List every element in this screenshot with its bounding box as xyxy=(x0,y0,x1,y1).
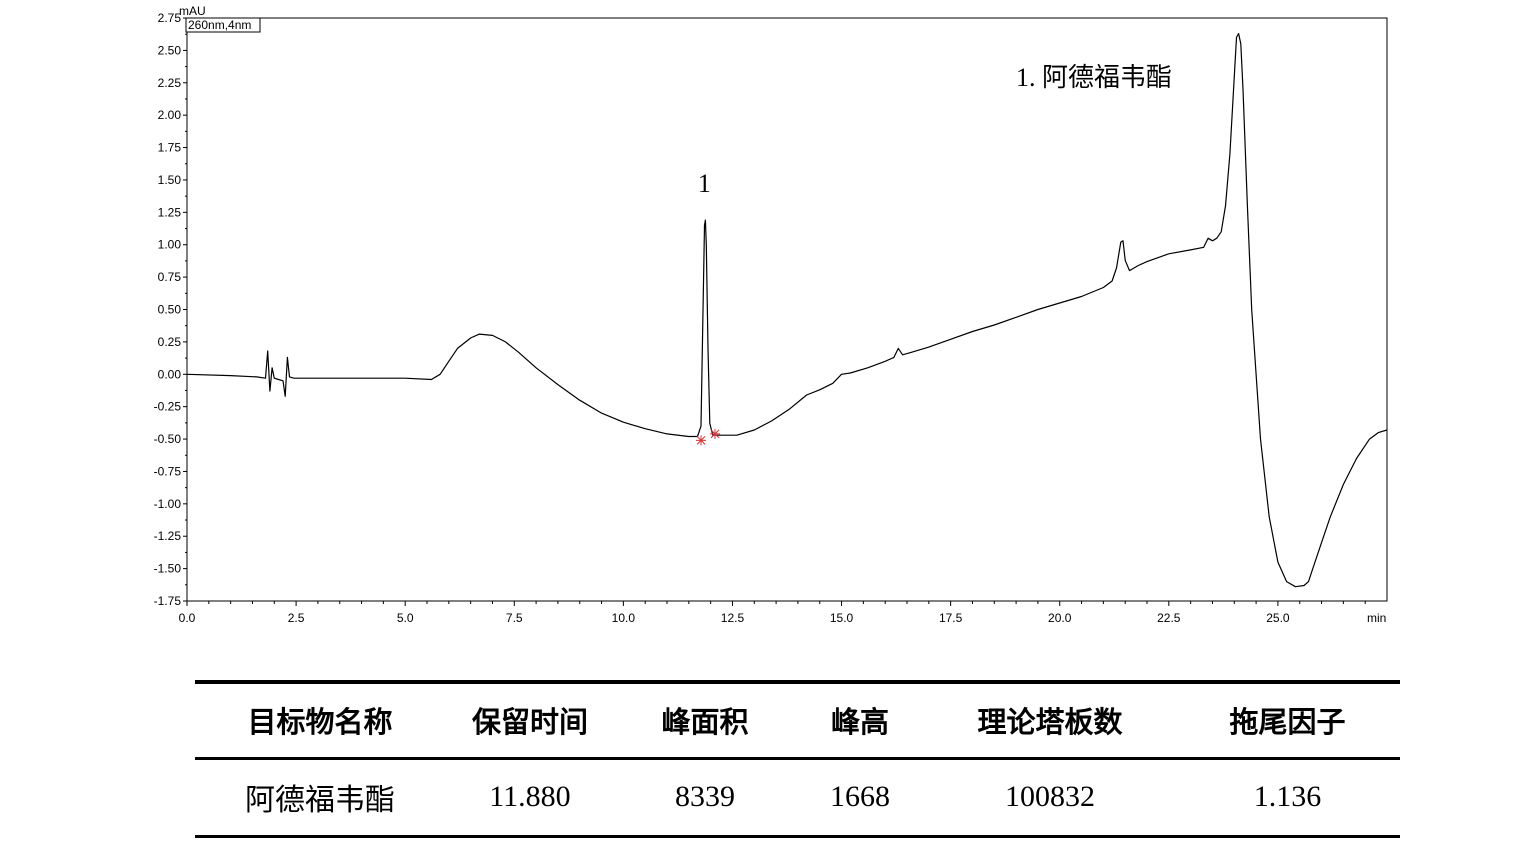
cell-peak-height: 1668 xyxy=(795,758,925,838)
y-tick-label: 2.50 xyxy=(158,43,182,57)
header-retention-time: 保留时间 xyxy=(445,680,615,760)
header-peak-area: 峰面积 xyxy=(615,680,795,760)
x-tick-label: 15.0 xyxy=(830,611,854,625)
y-axis: 2.75 2.50 2.25 2.00 1.75 1.50 1.25 1.00 0.75 0.50… xyxy=(154,11,187,608)
x-tick-label: 25.0 xyxy=(1266,611,1290,625)
results-table: 目标物名称 保留时间 峰面积 峰高 理论塔板数 拖尾因子 阿德福韦酯 11.88… xyxy=(195,680,1400,838)
x-tick-label: 22.5 xyxy=(1157,611,1181,625)
y-tick-label: -0.25 xyxy=(154,400,182,414)
y-tick-label: 2.75 xyxy=(158,11,182,25)
cell-peak-area: 8339 xyxy=(615,758,795,838)
chromatogram-trace xyxy=(186,32,1388,588)
x-tick-label: 5.0 xyxy=(397,611,414,625)
y-tick-label: 1.50 xyxy=(158,173,182,187)
y-tick-label: -0.50 xyxy=(154,432,182,446)
y-tick-label: 1.75 xyxy=(158,141,182,155)
y-unit-label: mAU xyxy=(179,4,206,18)
integration-mark xyxy=(710,429,720,439)
y-tick-label: -1.00 xyxy=(154,497,182,511)
y-tick-label: 1.25 xyxy=(158,205,182,219)
y-tick-label: 0.00 xyxy=(158,367,182,381)
x-tick-label: 20.0 xyxy=(1048,611,1072,625)
integration-mark xyxy=(696,435,706,445)
x-tick-label: 10.0 xyxy=(612,611,636,625)
plot-frame xyxy=(186,17,1388,602)
peak-label: 1 xyxy=(698,169,711,198)
y-tick-label: 2.00 xyxy=(158,108,182,122)
cell-tailing-factor: 1.136 xyxy=(1175,758,1400,838)
x-tick-label: 7.5 xyxy=(506,611,523,625)
x-tick-label: 17.5 xyxy=(939,611,963,625)
detector-label: 260nm,4nm xyxy=(188,18,251,32)
y-tick-label: -1.75 xyxy=(154,594,182,608)
cell-theoretical-plates: 100832 xyxy=(925,758,1175,838)
x-unit-label: min xyxy=(1367,611,1386,625)
header-tailing-factor: 拖尾因子 xyxy=(1175,680,1400,760)
y-tick-label: -1.25 xyxy=(154,529,182,543)
cell-compound-name: 阿德福韦酯 xyxy=(195,758,445,838)
y-tick-label: -0.75 xyxy=(154,464,182,478)
x-axis: 0.0 2.5 5.0 7.5 10.0 12.5 15.0 17.5 20.0 22.5 25.0 xyxy=(179,601,1366,625)
table-row: 阿德福韦酯 11.880 8339 1668 100832 1.136 xyxy=(195,758,1400,838)
y-tick-label: 0.50 xyxy=(158,303,182,317)
cell-retention-time: 11.880 xyxy=(445,758,615,838)
y-tick-label: 0.75 xyxy=(158,270,182,284)
table-header-row: 目标物名称 保留时间 峰面积 峰高 理论塔板数 拖尾因子 xyxy=(195,680,1400,760)
detector-label-box xyxy=(185,17,261,33)
header-peak-height: 峰高 xyxy=(795,680,925,760)
header-theoretical-plates: 理论塔板数 xyxy=(925,680,1175,760)
header-compound-name: 目标物名称 xyxy=(195,680,445,760)
x-tick-label: 12.5 xyxy=(721,611,745,625)
x-tick-label: 0.0 xyxy=(179,611,196,625)
integration-marks xyxy=(696,428,720,446)
y-tick-label: 0.25 xyxy=(158,335,182,349)
y-tick-label: 2.25 xyxy=(158,76,182,90)
y-tick-label: 1.00 xyxy=(158,238,182,252)
x-tick-label: 2.5 xyxy=(288,611,305,625)
y-tick-label: -1.50 xyxy=(154,562,182,576)
legend-label: 1. 阿德福韦酯 xyxy=(1016,63,1172,92)
